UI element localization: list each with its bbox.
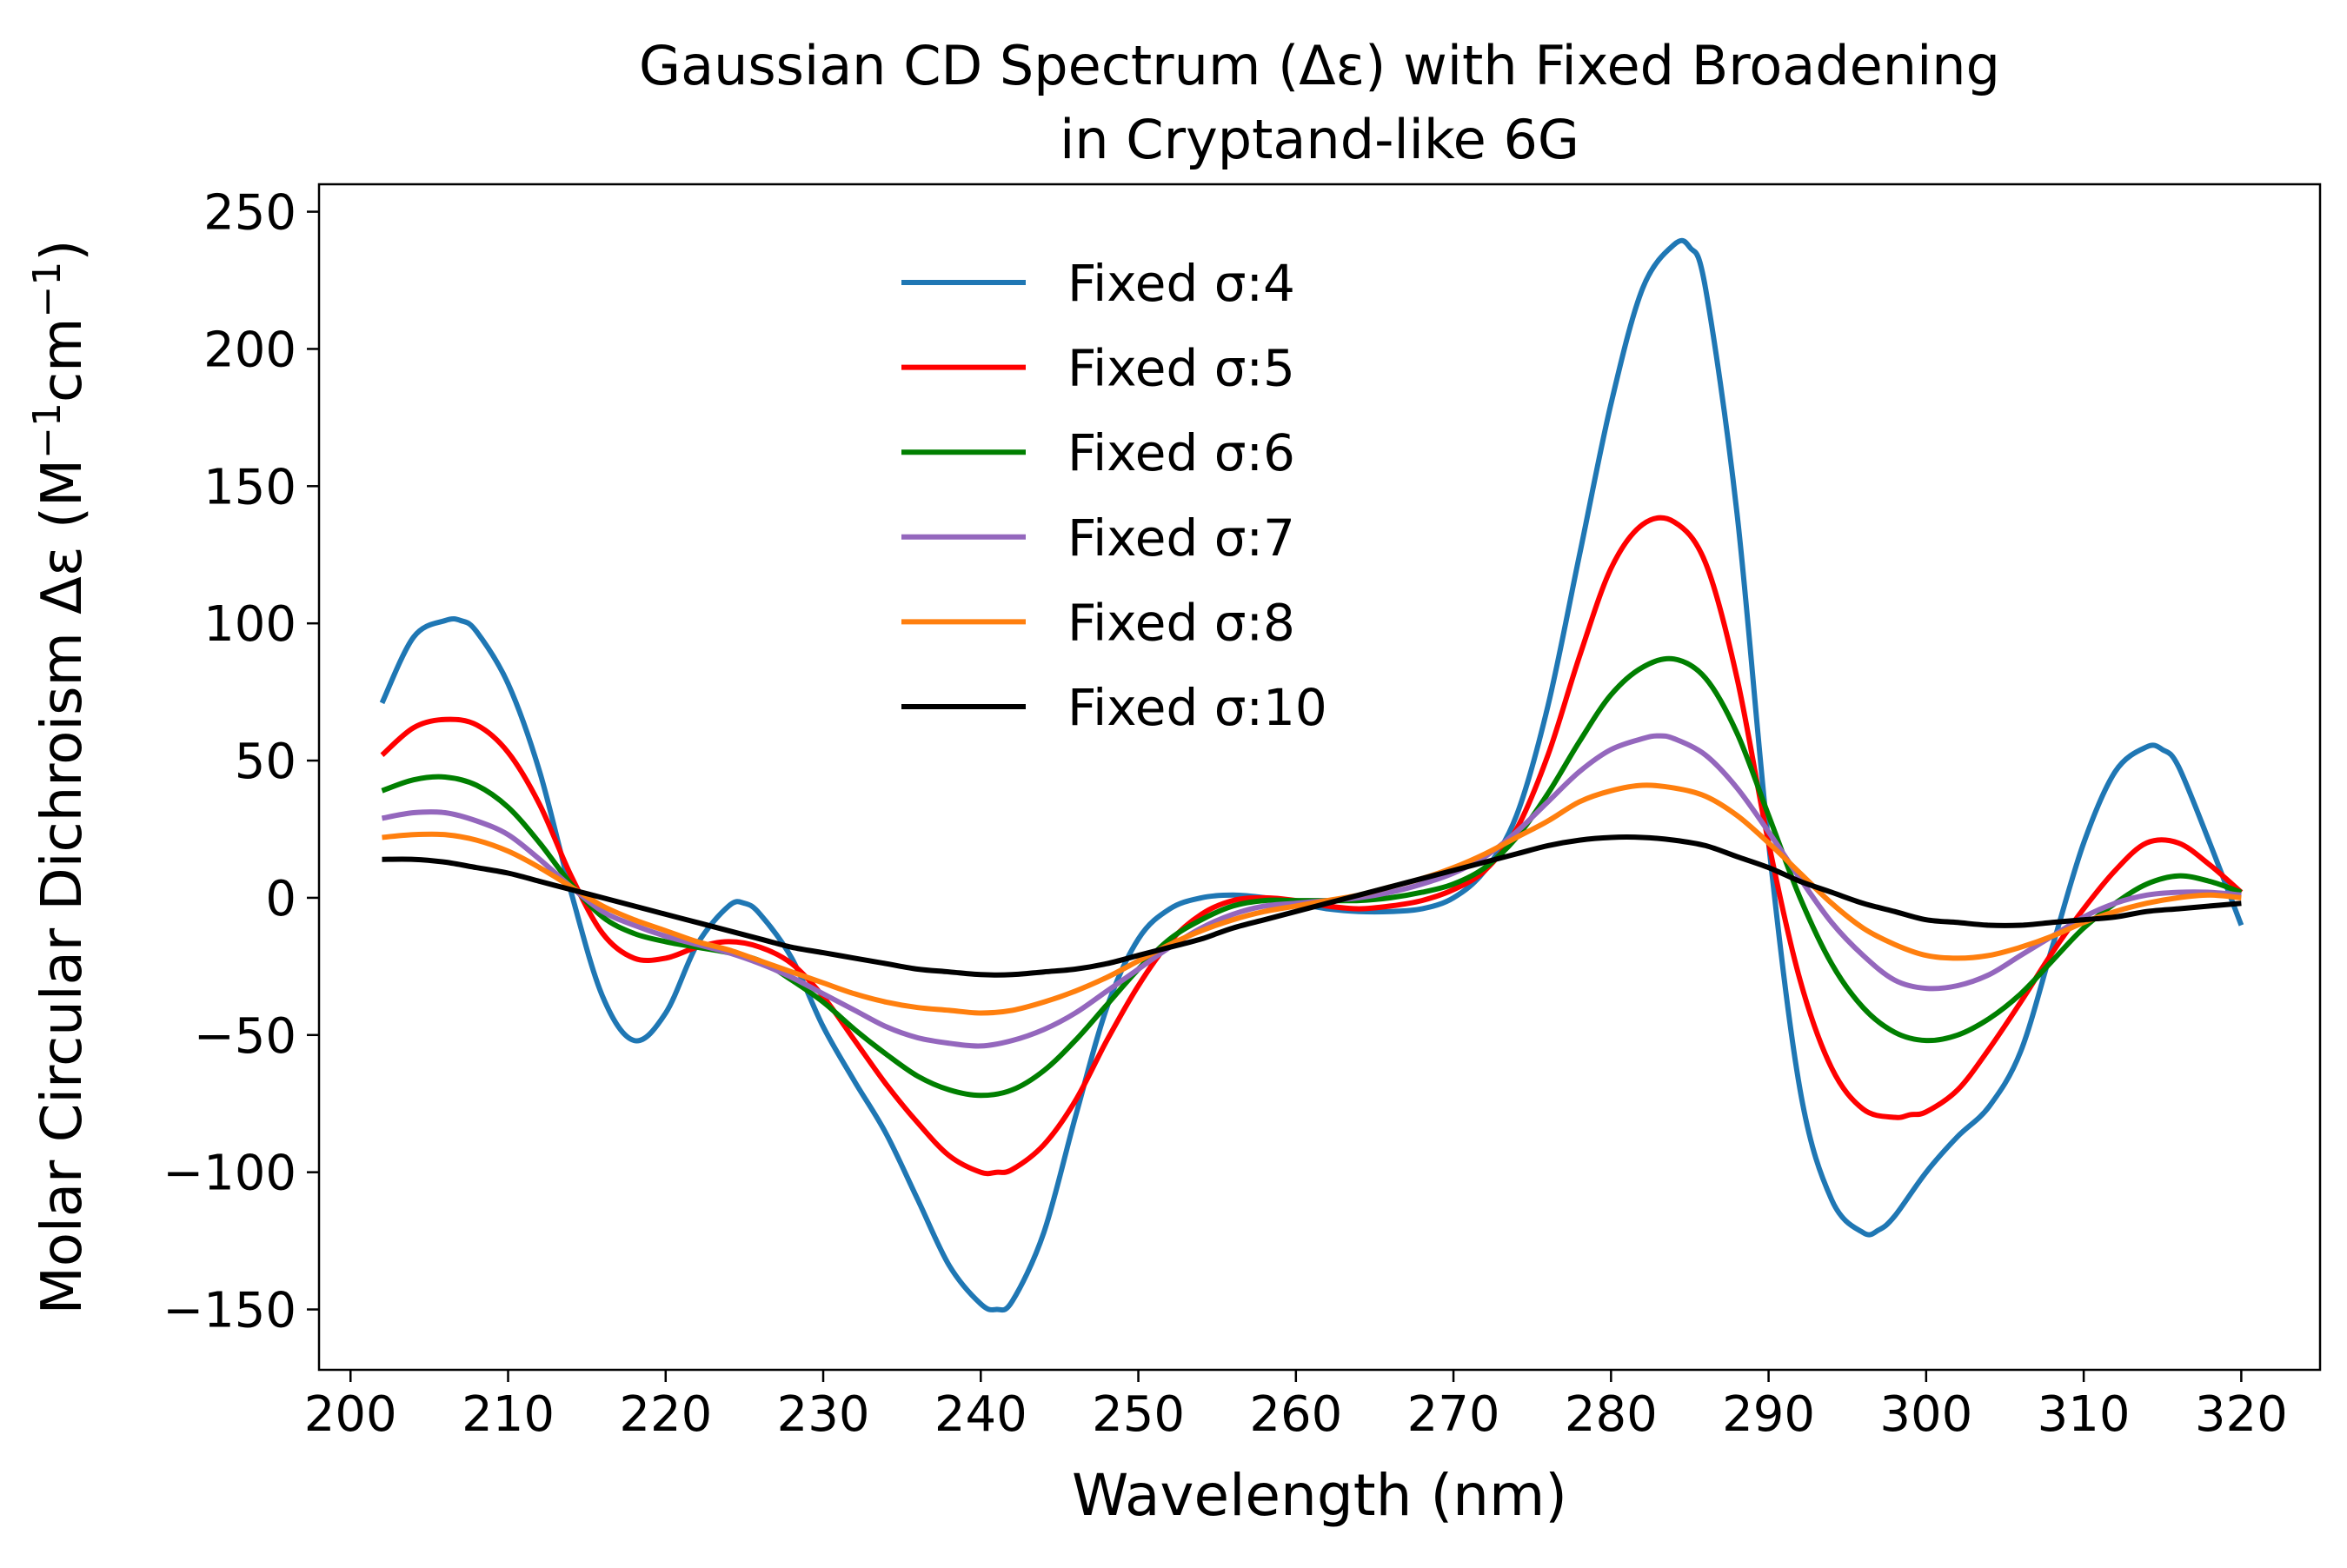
x-tick-label: 260: [1249, 1386, 1342, 1443]
legend-label-2: Fixed σ:6: [1067, 423, 1295, 482]
x-tick-label: 300: [1879, 1386, 1972, 1443]
y-tick-label: −50: [194, 1008, 296, 1065]
legend-label-5: Fixed σ:10: [1067, 678, 1327, 737]
chart-title-line-1: Gaussian CD Spectrum (Δε) with Fixed Bro…: [639, 34, 2000, 97]
y-tick-label: 200: [203, 322, 296, 378]
y-tick-label: 50: [235, 734, 296, 790]
y-axis-label-mid: cm: [30, 318, 95, 403]
series-line-0: [379, 237, 2244, 1313]
x-tick-label: 210: [462, 1386, 555, 1443]
plot-frame: [317, 183, 2322, 1372]
y-axis-label-sup-2: −1: [25, 262, 70, 318]
series-line-3: [381, 733, 2242, 1049]
chart-title-line-2: in Cryptand-like 6G: [1060, 108, 1579, 171]
ticks-layer: 200 210 220 230 240 250 260 270 280 290 300 310 320 −…: [163, 185, 2288, 1443]
y-tick-label: −150: [163, 1283, 296, 1339]
x-tick-label: 310: [2038, 1386, 2131, 1443]
series-line-5: [382, 834, 2242, 978]
x-tick-label: 250: [1092, 1386, 1185, 1443]
x-axis-label: Wavelength (nm): [1072, 1462, 1567, 1529]
legend: Fixed σ:4 Fixed σ:5 Fixed σ:6 Fixed σ:7 Fixe…: [901, 254, 1327, 737]
y-tick-label: 100: [203, 596, 296, 653]
legend-label-4: Fixed σ:8: [1067, 593, 1295, 652]
y-axis-label: Molar Circular Dichroism Δε (M−1cm−1): [25, 240, 95, 1315]
x-tick-label: 220: [619, 1386, 712, 1443]
legend-label-0: Fixed σ:4: [1067, 254, 1295, 313]
x-tick-label: 230: [777, 1386, 870, 1443]
x-tick-label: 270: [1407, 1386, 1500, 1443]
y-tick-label: 0: [265, 871, 296, 927]
x-tick-label: 280: [1565, 1386, 1658, 1443]
series-line-4: [382, 782, 2242, 1016]
legend-label-3: Fixed σ:7: [1067, 508, 1295, 568]
y-tick-label: 150: [203, 459, 296, 515]
x-tick-label: 200: [304, 1386, 397, 1443]
y-tick-label: −100: [163, 1146, 296, 1202]
x-tick-label: 320: [2195, 1386, 2288, 1443]
y-axis-label-sup-1: −1: [25, 402, 70, 459]
x-tick-label: 240: [934, 1386, 1027, 1443]
y-tick-label: 250: [203, 185, 296, 242]
y-axis-label-main: Molar Circular Dichroism Δε (M: [30, 459, 95, 1314]
legend-label-1: Fixed σ:5: [1067, 339, 1295, 398]
x-tick-label: 290: [1722, 1386, 1815, 1443]
series-layer: [379, 237, 2244, 1313]
y-axis-label-end: ): [30, 240, 95, 262]
series-line-1: [380, 515, 2244, 1177]
